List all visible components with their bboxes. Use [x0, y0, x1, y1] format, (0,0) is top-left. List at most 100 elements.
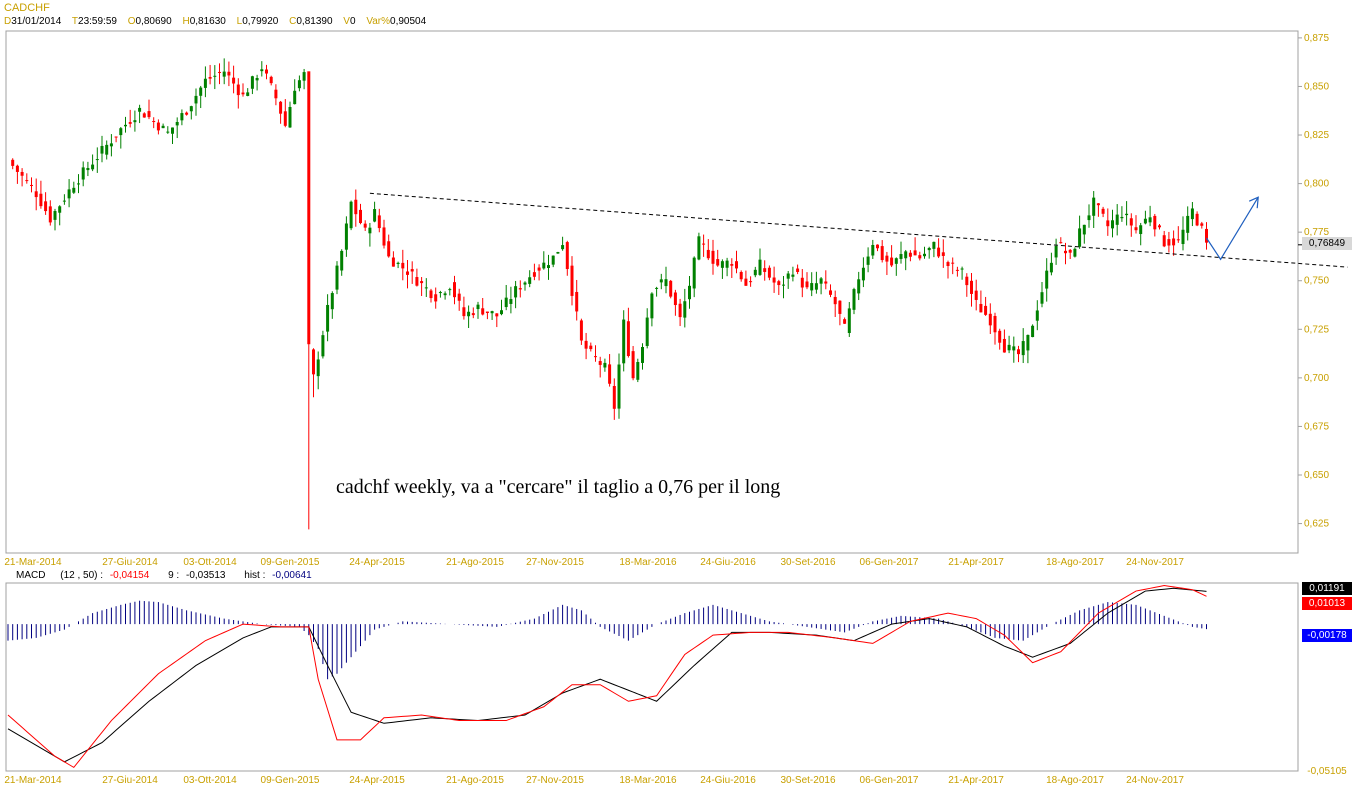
- close-value: 0,81390: [296, 16, 333, 27]
- time-label: T: [71, 16, 79, 27]
- candle-body: [48, 206, 52, 223]
- x-tick-label: 21-Ago-2015: [446, 557, 504, 568]
- candle-body: [138, 107, 142, 112]
- candle-body: [518, 288, 522, 290]
- candle-body: [58, 206, 62, 213]
- candle-body: [312, 349, 315, 375]
- candle-body: [265, 69, 268, 74]
- candle-body: [297, 80, 301, 89]
- candle-body: [453, 282, 456, 298]
- candle-body: [363, 223, 367, 228]
- candle-body: [904, 251, 908, 259]
- candle-body: [44, 201, 48, 212]
- candle-body: [608, 364, 612, 384]
- candle-body: [758, 259, 762, 275]
- candle-body: [95, 159, 99, 161]
- candle-body: [932, 241, 936, 249]
- candle-body: [655, 287, 659, 289]
- macd-readout: MACD (12 , 50) : -0,04154 9 : -0,03513 h…: [16, 570, 312, 581]
- candle-body: [1139, 225, 1143, 235]
- candle-body: [490, 311, 494, 314]
- time-value: 23:59:59: [78, 16, 117, 27]
- candle-body: [824, 281, 828, 284]
- candle-body: [180, 113, 184, 121]
- projection-arrow: [1205, 196, 1259, 261]
- macd-name: MACD: [16, 570, 46, 581]
- candle-body: [269, 76, 273, 84]
- candle-body: [946, 262, 950, 267]
- candle-body: [250, 76, 254, 89]
- candle-body: [344, 223, 348, 250]
- candle-body: [744, 278, 748, 286]
- candle-body: [1181, 229, 1185, 245]
- candle-body: [579, 320, 583, 341]
- candle-body: [988, 313, 992, 326]
- candle-body: [725, 260, 729, 268]
- candle-body: [25, 180, 29, 182]
- candle-body: [960, 268, 964, 270]
- candle-body: [711, 250, 715, 264]
- x-tick-label: 24-Nov-2017: [1126, 775, 1184, 786]
- candle-body: [575, 291, 579, 312]
- candle-body: [462, 307, 466, 317]
- x-tick-label: 30-Set-2016: [780, 557, 835, 568]
- candle-body: [326, 304, 330, 332]
- candle-body: [1002, 338, 1006, 353]
- candle-body: [702, 243, 706, 245]
- candle-body: [622, 319, 626, 364]
- candle-body: [81, 167, 85, 180]
- x-tick-label: 27-Nov-2015: [526, 557, 584, 568]
- candle-body: [1200, 223, 1204, 226]
- var-label: Var%: [366, 16, 391, 27]
- candle-body: [866, 256, 870, 265]
- x-tick-label: 06-Gen-2017: [860, 557, 919, 568]
- high-value: 0,81630: [189, 16, 226, 27]
- candle-body: [739, 271, 743, 280]
- candle-body: [556, 252, 560, 254]
- candle-body: [965, 276, 969, 286]
- candle-body: [1082, 224, 1086, 235]
- date-value: 31/01/2014: [11, 16, 62, 27]
- candle-body: [941, 252, 945, 256]
- macd-panel-frame: [5, 582, 1299, 772]
- candle-body: [11, 159, 15, 166]
- y-tick-label: 0,700: [1304, 373, 1329, 384]
- candle-body: [67, 189, 71, 199]
- candle-body: [1115, 214, 1119, 225]
- y-tick-label: 0,625: [1304, 519, 1329, 530]
- candle-body: [631, 351, 635, 379]
- candle-body: [434, 294, 438, 302]
- x-tick-label: 30-Set-2016: [780, 775, 835, 786]
- candle-body: [34, 191, 38, 198]
- candle-body: [128, 122, 132, 124]
- candle-body: [720, 261, 724, 268]
- macd-params: (12 , 50) :: [60, 570, 104, 581]
- candle-body: [852, 289, 856, 310]
- resistance-trendline: [369, 192, 1348, 268]
- candle-body: [368, 227, 372, 234]
- candle-body: [1031, 325, 1035, 338]
- x-tick-label: 27-Giu-2014: [102, 775, 158, 786]
- candle-body: [1134, 227, 1138, 231]
- candle-body: [1120, 216, 1124, 219]
- candle-body: [171, 127, 174, 134]
- candle-body: [1035, 310, 1039, 321]
- candle-body: [241, 92, 245, 95]
- candle-body: [899, 254, 903, 259]
- candle-body: [890, 257, 894, 266]
- candle-body: [504, 297, 508, 308]
- x-tick-label: 21-Mar-2014: [4, 775, 62, 786]
- x-tick-label: 09-Gen-2015: [261, 557, 320, 568]
- candle-body: [782, 284, 785, 286]
- candle-body: [420, 281, 424, 284]
- x-tick-label: 27-Nov-2015: [526, 775, 584, 786]
- candle-body: [767, 267, 771, 278]
- candle-body: [39, 193, 43, 207]
- candle-body: [62, 200, 66, 202]
- candle-body: [819, 278, 823, 284]
- open-label: O: [127, 16, 136, 27]
- candle-body: [1068, 249, 1072, 253]
- candle-body: [641, 346, 644, 363]
- candle-body: [1092, 197, 1096, 216]
- candle-body: [1111, 220, 1114, 229]
